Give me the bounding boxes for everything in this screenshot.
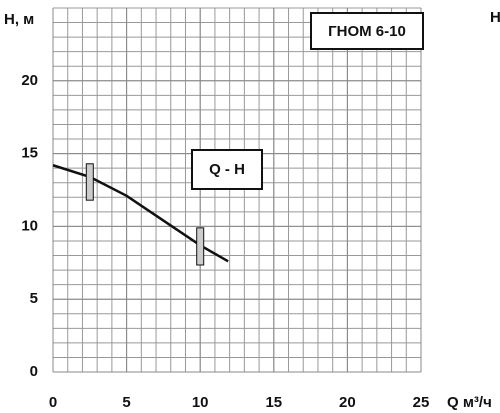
y-axis-label: Н, м [4,11,34,28]
side-text: Н [490,9,500,26]
x-axis-label: Q м³/ч [447,394,492,411]
curve-label: Q - H [209,161,245,178]
y-tick-label: 10 [21,217,38,234]
y-tick-label: 5 [30,290,38,307]
chart-title: ГНОМ 6-10 [328,23,406,40]
x-tick-label: 20 [339,394,356,411]
range-marker [196,227,205,266]
title-box [310,12,424,50]
x-tick-label: 10 [192,394,209,411]
curve-label-box [191,149,263,190]
x-tick-label: 25 [413,394,430,411]
x-tick-label: 5 [122,394,130,411]
curve [52,164,229,263]
y-tick-label: 20 [21,72,38,89]
range-marker [85,163,94,201]
x-tick-label: 0 [49,394,57,411]
x-tick-label: 15 [265,394,282,411]
y-tick-label: 0 [30,363,38,380]
y-tick-label: 15 [21,145,38,162]
